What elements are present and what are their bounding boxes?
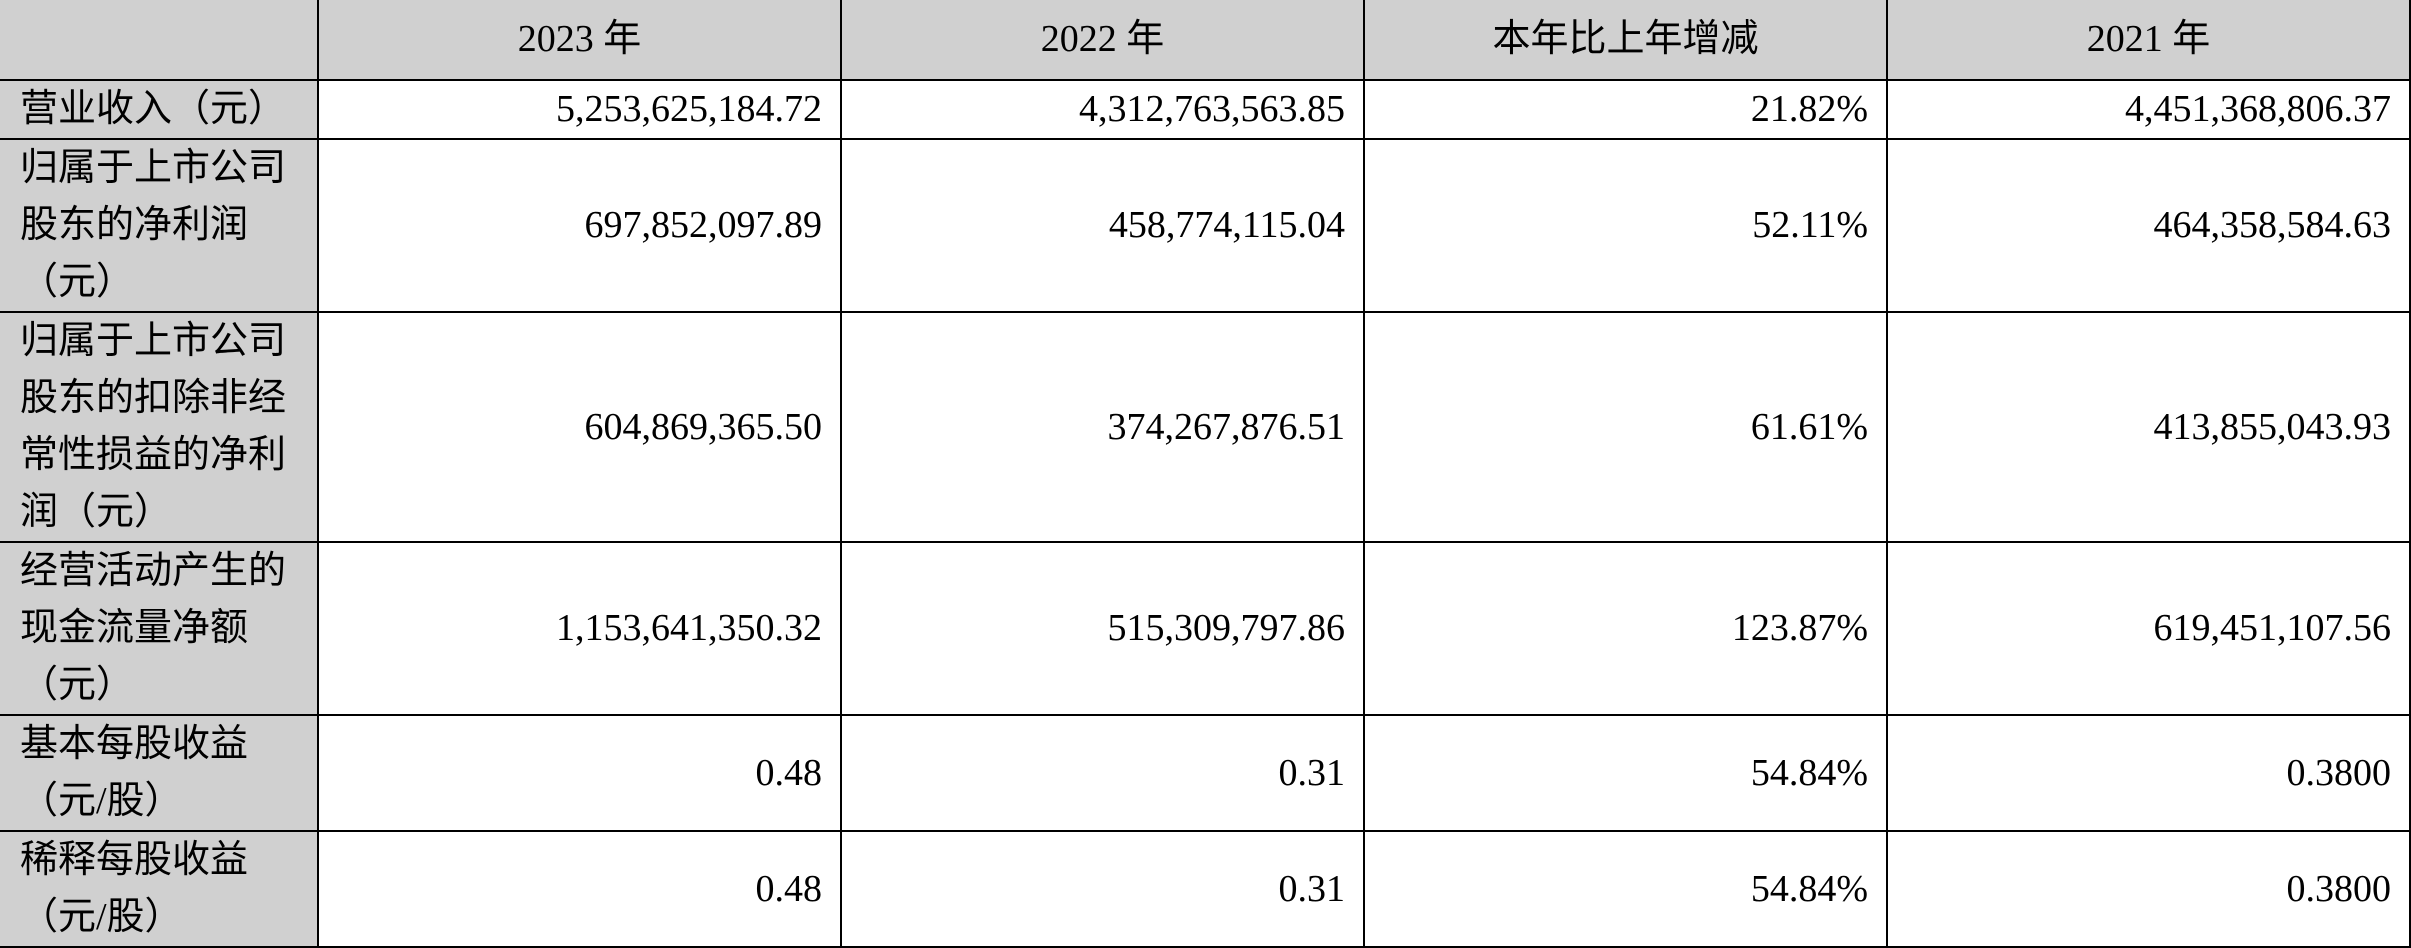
header-blank <box>0 0 318 80</box>
table-row: 稀释每股收益（元/股） 0.48 0.31 54.84% 0.3800 <box>0 831 2410 947</box>
row-label: 稀释每股收益（元/股） <box>0 831 318 947</box>
cell-2022: 0.31 <box>841 715 1364 831</box>
table-row: 经营活动产生的现金流量净额（元） 1,153,641,350.32 515,30… <box>0 542 2410 715</box>
cell-2023: 604,869,365.50 <box>318 312 841 542</box>
header-change: 本年比上年增减 <box>1364 0 1887 80</box>
cell-2022: 458,774,115.04 <box>841 139 1364 312</box>
header-2021: 2021 年 <box>1887 0 2410 80</box>
table-row: 归属于上市公司股东的净利润（元） 697,852,097.89 458,774,… <box>0 139 2410 312</box>
row-label: 基本每股收益（元/股） <box>0 715 318 831</box>
cell-2023: 697,852,097.89 <box>318 139 841 312</box>
cell-2023: 0.48 <box>318 831 841 947</box>
header-2023: 2023 年 <box>318 0 841 80</box>
cell-2023: 1,153,641,350.32 <box>318 542 841 715</box>
header-2022: 2022 年 <box>841 0 1364 80</box>
cell-change: 54.84% <box>1364 715 1887 831</box>
cell-2022: 515,309,797.86 <box>841 542 1364 715</box>
cell-2022: 374,267,876.51 <box>841 312 1364 542</box>
cell-2023: 5,253,625,184.72 <box>318 80 841 139</box>
table-row: 归属于上市公司股东的扣除非经常性损益的净利润（元） 604,869,365.50… <box>0 312 2410 542</box>
cell-2021: 0.3800 <box>1887 715 2410 831</box>
cell-2022: 0.31 <box>841 831 1364 947</box>
cell-2023: 0.48 <box>318 715 841 831</box>
table-row: 营业收入（元） 5,253,625,184.72 4,312,763,563.8… <box>0 80 2410 139</box>
cell-2022: 4,312,763,563.85 <box>841 80 1364 139</box>
financial-table-container: 2023 年 2022 年 本年比上年增减 2021 年 营业收入（元） 5,2… <box>0 0 2411 929</box>
cell-2021: 464,358,584.63 <box>1887 139 2410 312</box>
cell-change: 61.61% <box>1364 312 1887 542</box>
row-label: 归属于上市公司股东的净利润（元） <box>0 139 318 312</box>
cell-change: 54.84% <box>1364 831 1887 947</box>
cell-2021: 619,451,107.56 <box>1887 542 2410 715</box>
row-label: 营业收入（元） <box>0 80 318 139</box>
row-label: 归属于上市公司股东的扣除非经常性损益的净利润（元） <box>0 312 318 542</box>
table-row: 基本每股收益（元/股） 0.48 0.31 54.84% 0.3800 <box>0 715 2410 831</box>
cell-change: 21.82% <box>1364 80 1887 139</box>
row-label: 经营活动产生的现金流量净额（元） <box>0 542 318 715</box>
cell-2021: 0.3800 <box>1887 831 2410 947</box>
table-body: 营业收入（元） 5,253,625,184.72 4,312,763,563.8… <box>0 80 2410 947</box>
cell-change: 123.87% <box>1364 542 1887 715</box>
table-header-row: 2023 年 2022 年 本年比上年增减 2021 年 <box>0 0 2410 80</box>
cell-change: 52.11% <box>1364 139 1887 312</box>
cell-2021: 413,855,043.93 <box>1887 312 2410 542</box>
cell-2021: 4,451,368,806.37 <box>1887 80 2410 139</box>
table-header: 2023 年 2022 年 本年比上年增减 2021 年 <box>0 0 2410 80</box>
financial-table: 2023 年 2022 年 本年比上年增减 2021 年 营业收入（元） 5,2… <box>0 0 2411 948</box>
